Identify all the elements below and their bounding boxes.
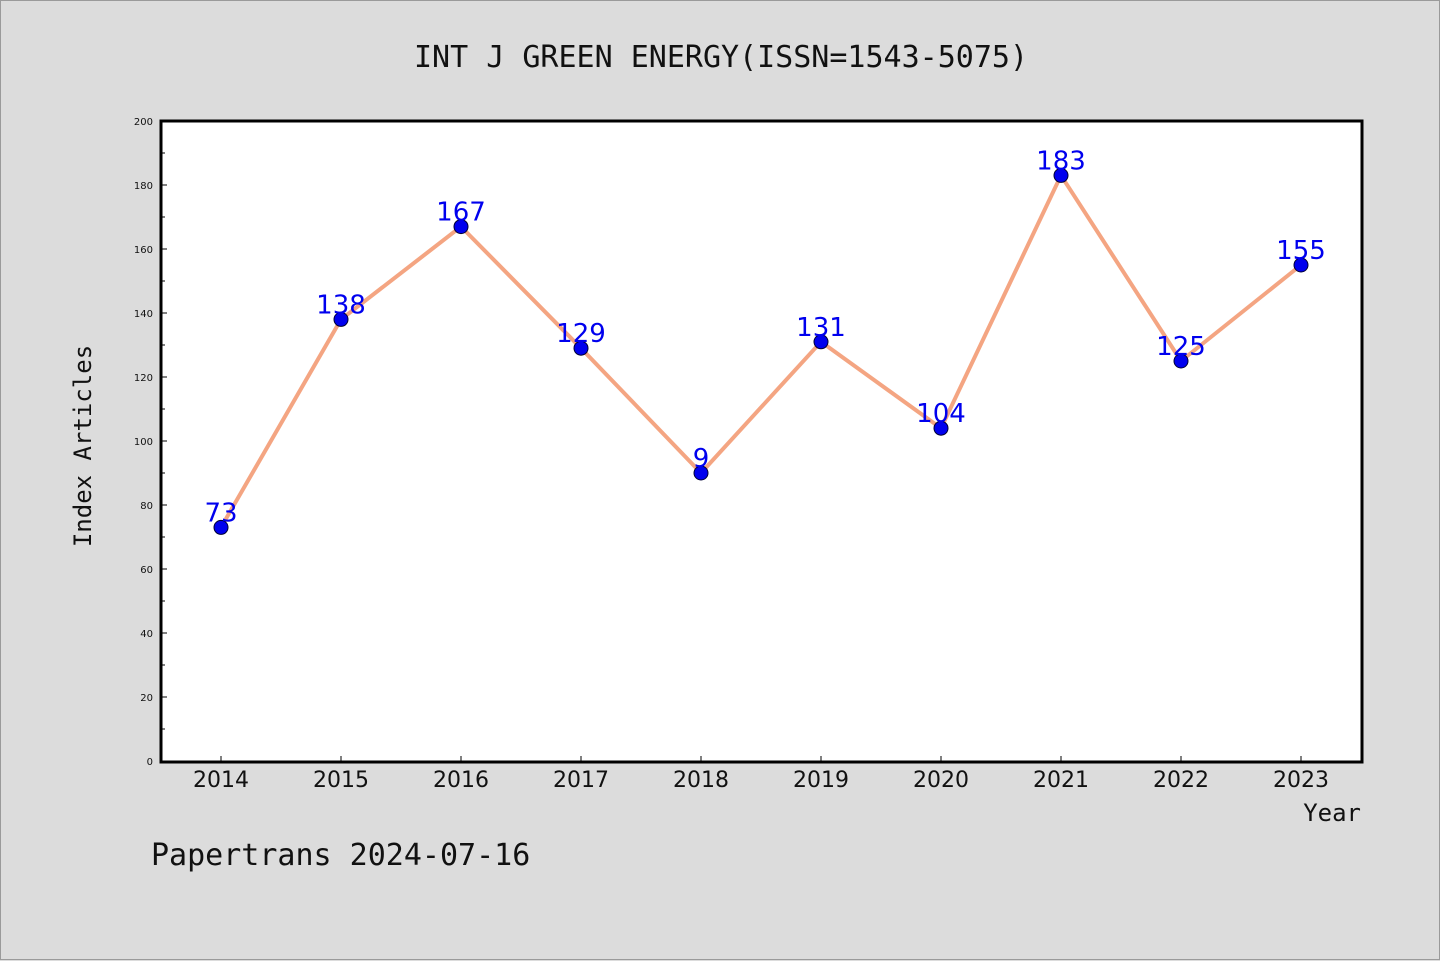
y-tick-label: 120	[134, 373, 153, 384]
y-tick-label: 60	[140, 565, 153, 576]
data-label: 155	[1276, 236, 1326, 266]
x-tick-label: 2022	[1153, 768, 1209, 793]
y-axis: 0 20 40 60 80 100 120 140 160 180 200	[134, 117, 167, 768]
data-point	[213, 519, 229, 535]
y-tick-label: 100	[134, 437, 153, 448]
data-label: 138	[316, 290, 366, 320]
data-point	[453, 219, 469, 235]
x-tick-label: 2023	[1273, 768, 1329, 793]
chart-title: INT J GREEN ENERGY(ISSN=1543-5075)	[414, 40, 1028, 75]
y-tick-label: 80	[140, 501, 153, 512]
x-axis: 2014 2015 2016 2017 2018 2019 2020 2021 2022 2023	[193, 756, 1329, 793]
y-axis-label: Index Articles	[69, 345, 97, 547]
x-tick-label: 2017	[553, 768, 609, 793]
data-labels: 73 138 167 129 9 131 104 183 125 155	[204, 146, 1325, 528]
y-tick-label: 140	[134, 309, 153, 320]
data-point	[813, 334, 829, 350]
x-tick-label: 2016	[433, 768, 489, 793]
data-label: 167	[436, 198, 486, 228]
series-line	[219, 173, 1303, 530]
data-label: 131	[796, 313, 846, 343]
data-point	[1053, 167, 1069, 183]
x-tick-label: 2014	[193, 768, 249, 793]
data-point	[693, 465, 709, 481]
x-tick-label: 2019	[793, 768, 849, 793]
x-tick-label: 2021	[1033, 768, 1089, 793]
y-tick-label: 200	[134, 117, 153, 128]
plot-area	[159, 119, 1364, 764]
data-label: 104	[916, 399, 966, 429]
data-point	[333, 311, 349, 327]
x-axis-label: Year	[1303, 799, 1361, 827]
footer-text: Papertrans 2024-07-16	[151, 838, 530, 873]
data-point	[573, 340, 589, 356]
y-tick-label: 160	[134, 245, 153, 256]
data-label: 129	[556, 319, 606, 349]
x-tick-label: 2018	[673, 768, 729, 793]
data-label: 125	[1156, 332, 1206, 362]
data-series	[213, 167, 1309, 535]
x-tick-label: 2020	[913, 768, 969, 793]
data-point	[933, 420, 949, 436]
data-label: 9	[693, 444, 710, 474]
data-point	[1293, 257, 1309, 273]
data-point	[1173, 353, 1189, 369]
y-tick-label: 20	[140, 693, 153, 704]
data-label: 183	[1036, 146, 1086, 176]
y-tick-label: 0	[147, 757, 153, 768]
x-tick-label: 2015	[313, 768, 369, 793]
y-tick-label: 40	[140, 629, 153, 640]
y-tick-label: 180	[134, 181, 153, 192]
data-label: 73	[204, 498, 237, 528]
